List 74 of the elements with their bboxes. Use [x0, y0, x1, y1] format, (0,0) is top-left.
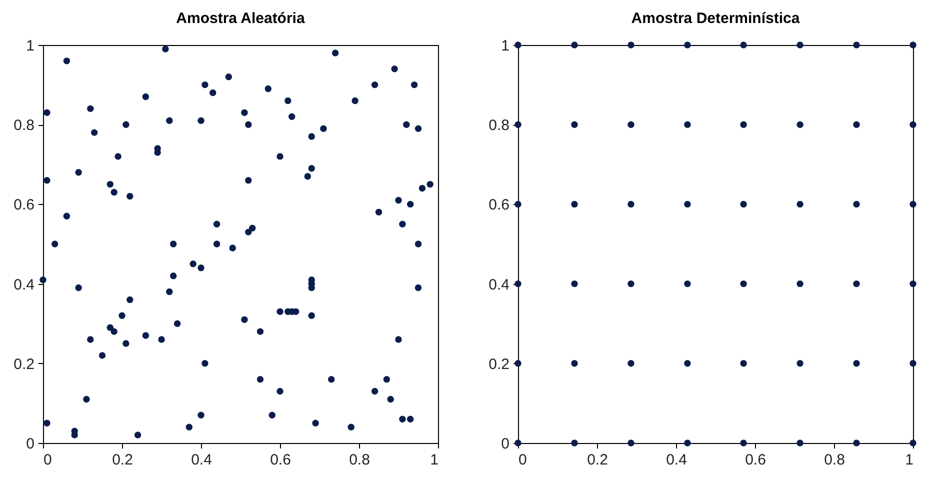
x-tick-label: 0.8	[824, 452, 845, 468]
point	[628, 440, 634, 446]
point	[853, 360, 860, 367]
point	[853, 42, 860, 48]
x-tick-label: 0.6	[270, 452, 291, 468]
point	[740, 121, 747, 128]
point	[910, 280, 916, 288]
x-tick-label: 0	[518, 452, 527, 468]
point	[684, 200, 691, 208]
y-tick-label: 0.2	[14, 356, 34, 373]
point	[910, 200, 916, 208]
point	[684, 42, 691, 48]
point	[740, 42, 747, 48]
point	[853, 280, 860, 288]
point	[514, 360, 522, 367]
point	[910, 360, 916, 367]
x-tick-label: 0	[44, 452, 52, 468]
point	[571, 200, 578, 208]
x-tick-label: 0.2	[112, 452, 133, 468]
point	[628, 280, 634, 288]
point	[571, 360, 578, 367]
x-tick-label: 1	[905, 452, 914, 468]
point	[796, 360, 804, 367]
point	[796, 280, 804, 288]
y-tick-label: 1	[26, 38, 34, 54]
point	[853, 121, 860, 128]
point	[571, 440, 578, 446]
point	[910, 440, 916, 446]
point	[628, 200, 634, 208]
point	[628, 42, 634, 48]
point	[514, 121, 522, 128]
x-tick-label: 0.2	[587, 452, 608, 468]
point	[628, 121, 634, 128]
x-tick-label: 0.6	[745, 452, 766, 468]
point	[571, 121, 578, 128]
point	[571, 280, 578, 288]
y-tick-label: 0.6	[488, 196, 510, 214]
y-tick-label: 0.6	[14, 196, 34, 214]
point	[796, 200, 804, 208]
x-tick-label: 0.4	[191, 452, 212, 468]
point	[571, 42, 578, 48]
point	[684, 121, 691, 128]
point	[740, 440, 747, 446]
point	[514, 440, 522, 446]
chart-title: Amostra Determinística	[631, 10, 800, 27]
x-tick-label: 0.8	[349, 452, 370, 468]
y-tick-label: 0.8	[14, 117, 34, 134]
point	[853, 440, 860, 446]
point	[684, 280, 691, 288]
x-tick-label: 1	[430, 452, 438, 468]
point	[853, 200, 860, 208]
point	[796, 440, 804, 446]
y-tick-label: 0.4	[14, 276, 34, 294]
point	[684, 440, 691, 446]
point	[740, 200, 747, 208]
y-tick-label: 0	[26, 436, 34, 452]
x-tick-label: 0.4	[666, 452, 687, 468]
y-tick-label: 0.8	[488, 117, 510, 134]
point	[910, 42, 916, 48]
point	[514, 200, 522, 208]
y-tick-label: 1	[501, 38, 510, 54]
point	[740, 280, 747, 288]
y-tick-label: 0	[501, 436, 510, 452]
point	[684, 360, 691, 367]
y-tick-label: 0.2	[488, 356, 510, 373]
point	[910, 121, 916, 128]
chart-title: Amostra Aleatória	[176, 10, 306, 27]
point	[796, 42, 804, 48]
point	[514, 42, 522, 48]
point	[740, 360, 747, 367]
y-tick-label: 0.4	[488, 276, 510, 294]
point	[796, 121, 804, 128]
point	[514, 280, 522, 288]
point	[628, 360, 634, 367]
